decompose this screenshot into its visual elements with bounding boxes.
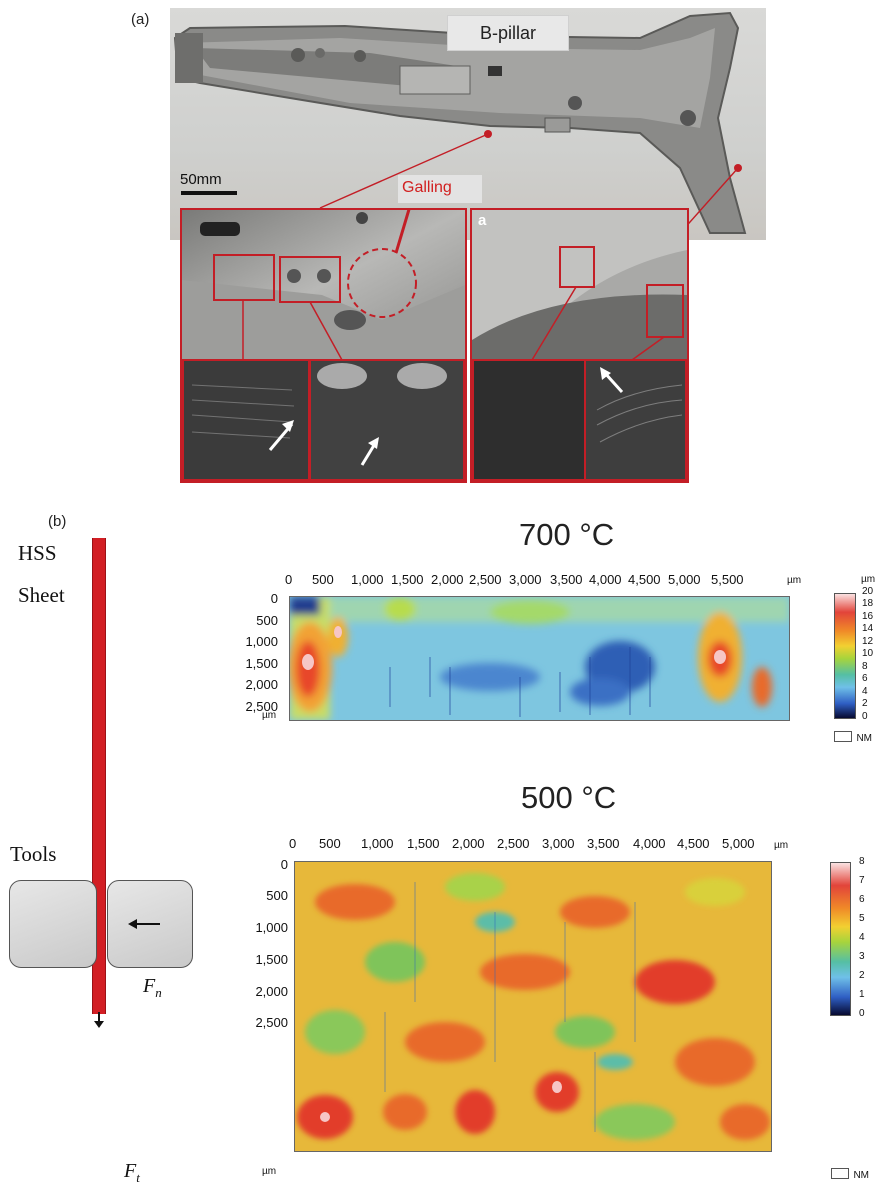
zoom-badge: a (478, 212, 487, 229)
x-tick: 3,500 (587, 836, 620, 851)
map-500-title: 500 °C (521, 780, 617, 815)
map-700-x-ticks: 0 500 1,000 1,500 2,000 2,500 3,000 3,50… (283, 572, 803, 588)
y-tick: 2,500 (255, 1015, 288, 1030)
colorbar-tick: 4 (862, 686, 868, 697)
x-tick: 2,000 (452, 836, 485, 851)
x-tick: 500 (312, 572, 334, 587)
height-map-500 (294, 861, 772, 1152)
map-500-x-ticks: 0 500 1,000 1,500 2,000 2,500 3,000 3,50… (287, 836, 797, 852)
colorbar-tick: 12 (862, 636, 874, 647)
colorbar-tick: 8 (862, 661, 868, 672)
x-tick: 4,500 (677, 836, 710, 851)
x-tick: 0 (285, 572, 293, 587)
nm-label: NM (853, 1170, 870, 1181)
x-tick: 5,500 (711, 572, 744, 587)
colorbar-tick: 8 (859, 856, 865, 867)
y-tick: 500 (256, 613, 278, 628)
x-tick: 1,500 (391, 572, 424, 587)
y-tick: 1,500 (255, 952, 288, 967)
y-tick: 1,500 (245, 656, 278, 671)
y-tick: 2,000 (255, 984, 288, 999)
x-tick: 2,000 (431, 572, 464, 587)
x-tick: 3,000 (509, 572, 542, 587)
scale-bar-label: 50mm (180, 171, 222, 188)
y-tick: 1,000 (255, 920, 288, 935)
colorbar-tick: 5 (859, 913, 865, 924)
colorbar-700-unit: µm (861, 574, 876, 585)
nm-swatch (831, 1168, 849, 1180)
colorbar-tick: 10 (862, 648, 874, 659)
colorbar-tick: 4 (859, 932, 865, 943)
x-tick: 1,500 (407, 836, 440, 851)
colorbar-500 (830, 862, 851, 1016)
hss-label: HSS (18, 541, 57, 565)
panel-a-label: (a) (131, 11, 150, 28)
height-map-700 (289, 596, 790, 721)
map-500-x-unit: µm (774, 840, 789, 851)
nm-label: NM (856, 733, 873, 744)
tangential-force-arrow (94, 1012, 104, 1028)
panel-b-label: (b) (48, 513, 67, 530)
nm-legend-700: NM (834, 728, 872, 746)
y-tick: 1,000 (245, 634, 278, 649)
colorbar-500-ticks: 8 7 6 5 4 3 2 1 0 (859, 856, 885, 1026)
x-tick: 5,000 (668, 572, 701, 587)
y-tick: 0 (280, 857, 288, 872)
left-tool (9, 880, 97, 968)
sheet-label: Sheet (18, 583, 65, 607)
x-tick: 500 (319, 836, 341, 851)
colorbar-tick: 14 (862, 623, 874, 634)
b-pillar-part-image (173, 11, 747, 241)
map-700-x-unit: µm (787, 575, 802, 586)
y-tick: 500 (266, 888, 288, 903)
colorbar-tick: 2 (862, 698, 868, 709)
colorbar-tick: 2 (859, 970, 865, 981)
normal-force-arrow (128, 919, 160, 929)
x-tick: 1,000 (351, 572, 384, 587)
map-500-y-ticks: 0 500 1,000 1,500 2,000 2,500 (228, 854, 292, 1034)
map-700-y-ticks: 0 500 1,000 1,500 2,000 2,500 (228, 588, 284, 714)
x-tick: 3,500 (550, 572, 583, 587)
nm-legend-500: NM (831, 1165, 869, 1183)
colorbar-700-ticks: 20 18 16 14 12 10 8 6 4 2 0 (862, 586, 888, 726)
colorbar-tick: 3 (859, 951, 865, 962)
map-700-y-unit: µm (262, 710, 277, 721)
galling-callout: Galling (402, 179, 452, 196)
nm-swatch (834, 731, 852, 743)
x-tick: 3,000 (542, 836, 575, 851)
x-tick: 4,000 (633, 836, 666, 851)
tangential-force-label: Ft (124, 1160, 140, 1185)
colorbar-tick: 18 (862, 598, 874, 609)
x-tick: 4,500 (628, 572, 661, 587)
y-tick: 2,500 (245, 699, 278, 714)
scale-bar (181, 191, 237, 195)
normal-force-label: Fn (143, 975, 162, 1000)
y-tick: 0 (270, 591, 278, 606)
tools-label: Tools (10, 842, 57, 866)
colorbar-tick: 20 (862, 586, 874, 597)
colorbar-tick: 7 (859, 875, 865, 886)
colorbar-tick: 16 (862, 611, 874, 622)
y-tick: 2,000 (245, 677, 278, 692)
map-700-title: 700 °C (519, 517, 615, 552)
x-tick: 5,000 (722, 836, 755, 851)
map-500-y-unit: µm (262, 1166, 277, 1177)
zoom-left-image (182, 210, 465, 481)
colorbar-700 (834, 593, 856, 719)
zoom-right-image (472, 210, 687, 481)
colorbar-tick: 0 (862, 711, 868, 722)
colorbar-tick: 6 (862, 673, 868, 684)
b-pillar-title: B-pillar (447, 15, 569, 51)
x-tick: 2,500 (469, 572, 502, 587)
colorbar-tick: 1 (859, 989, 865, 1000)
x-tick: 1,000 (361, 836, 394, 851)
x-tick: 2,500 (497, 836, 530, 851)
zoom-window-right (470, 208, 689, 483)
galling-callout-background (398, 175, 482, 203)
colorbar-tick: 6 (859, 894, 865, 905)
colorbar-tick: 0 (859, 1008, 865, 1019)
zoom-window-left (180, 208, 467, 483)
x-tick: 0 (289, 836, 297, 851)
x-tick: 4,000 (589, 572, 622, 587)
